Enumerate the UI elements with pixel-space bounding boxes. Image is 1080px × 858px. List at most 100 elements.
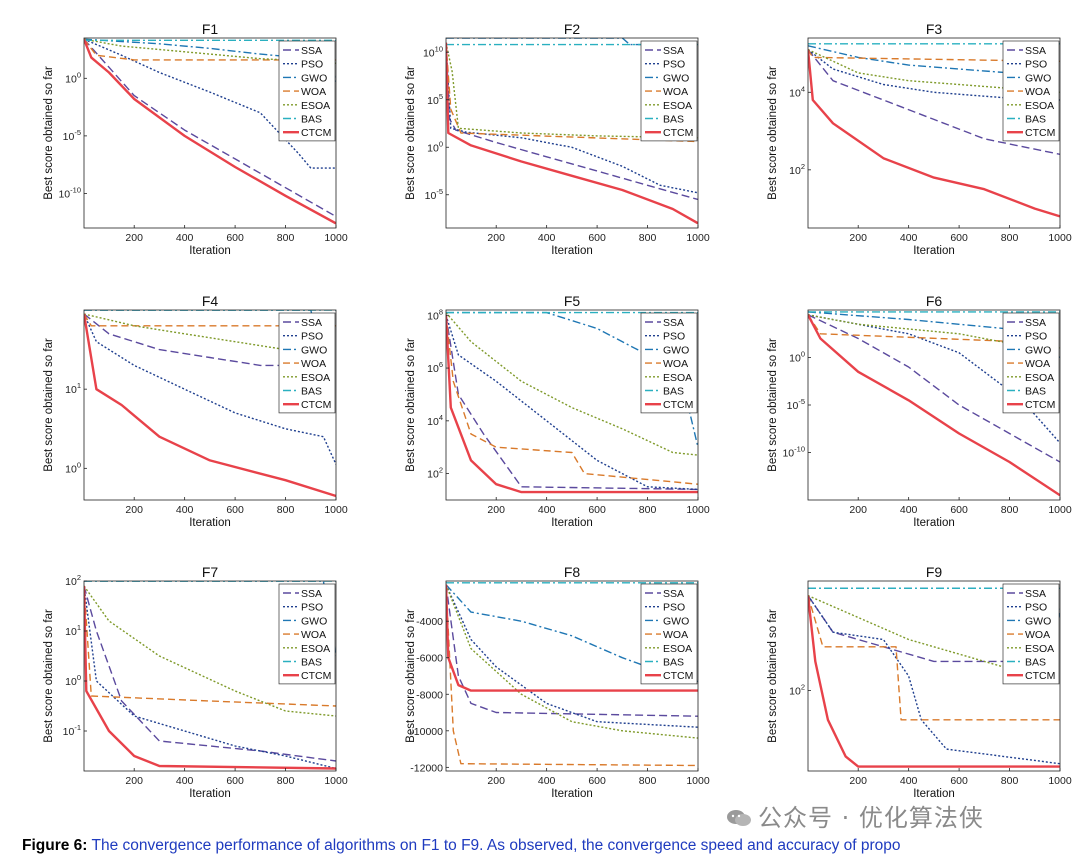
legend-label-pso: PSO [1025, 331, 1047, 343]
x-tick-label: 1000 [686, 232, 710, 244]
y-tick-label: 10-1 [63, 723, 81, 738]
chart-f1: F1 200 400 600 800 1000 100 10-5 10-10 Iteration B… [43, 21, 348, 257]
legend-label-ctcm: CTCM [301, 670, 331, 682]
legend-label-woa: WOA [663, 358, 688, 370]
y-tick-label: 105 [427, 92, 443, 107]
y-tick-label: 102 [789, 162, 805, 177]
x-axis-label: Iteration [189, 245, 231, 257]
legend-label-woa: WOA [1025, 86, 1050, 98]
series-line-pso [446, 315, 698, 491]
legend-label-bas: BAS [663, 114, 684, 126]
y-tick-label: 10-10 [58, 185, 81, 200]
y-tick-label: 108 [427, 307, 443, 322]
x-tick-label: 1000 [324, 232, 348, 244]
legend-label-woa: WOA [1025, 358, 1050, 370]
legend-label-woa: WOA [301, 86, 326, 98]
chart-f6: F6 200 400 600 800 1000 100 10-5 10-10 Iteration B… [767, 293, 1072, 529]
x-tick-label: 800 [277, 232, 295, 244]
x-axis-label: Iteration [551, 245, 593, 257]
series-line-woa [808, 595, 1060, 721]
y-tick-label: 100 [789, 350, 805, 365]
watermark: 公众号 · 优化算法侠 [726, 798, 984, 833]
y-tick-label: 102 [427, 466, 443, 481]
series-line-ssa [446, 315, 698, 491]
series-line-ctcm [84, 313, 336, 498]
chart-title: F2 [564, 21, 581, 37]
legend-label-ssa: SSA [663, 588, 684, 600]
legend-label-ctcm: CTCM [1025, 670, 1055, 682]
x-tick-label: 800 [277, 775, 295, 787]
y-tick-label: 10-5 [787, 397, 805, 412]
legend-label-woa: WOA [663, 629, 688, 641]
legend-label-gwo: GWO [663, 615, 689, 627]
series-line-ctcm [808, 49, 1060, 218]
legend-label-ssa: SSA [301, 317, 322, 329]
chart-title: F3 [926, 21, 943, 37]
legend-label-pso: PSO [301, 331, 323, 343]
series-line-ssa [446, 584, 698, 717]
x-tick-label: 200 [125, 775, 143, 787]
legend-label-bas: BAS [663, 657, 684, 669]
chart-title: F9 [926, 564, 943, 580]
legend-label-gwo: GWO [663, 72, 689, 84]
y-tick-label: -6000 [416, 653, 443, 665]
legend-label-ssa: SSA [663, 317, 684, 329]
legend-label-bas: BAS [1025, 114, 1046, 126]
legend-label-bas: BAS [301, 657, 322, 669]
x-tick-label: 600 [226, 775, 244, 787]
x-tick-label: 200 [849, 232, 867, 244]
y-tick-label: 102 [65, 573, 81, 588]
x-tick-label: 600 [226, 232, 244, 244]
legend-label-gwo: GWO [1025, 615, 1051, 627]
series-line-ssa [84, 313, 336, 367]
x-tick-label: 400 [900, 504, 918, 516]
legend-label-bas: BAS [663, 386, 684, 398]
x-tick-label: 600 [226, 504, 244, 516]
legend-label-ctcm: CTCM [1025, 399, 1055, 411]
legend-label-ctcm: CTCM [1025, 127, 1055, 139]
x-tick-label: 400 [538, 504, 556, 516]
legend-label-ctcm: CTCM [663, 670, 693, 682]
y-axis-label: Best score obtained so far [43, 66, 55, 200]
y-tick-label: 10-5 [63, 128, 81, 143]
x-tick-label: 600 [588, 232, 606, 244]
series-line-pso [84, 313, 336, 465]
x-tick-label: 1000 [1048, 775, 1072, 787]
y-tick-label: 1010 [423, 44, 443, 59]
legend-label-ssa: SSA [301, 45, 322, 57]
series-line-ctcm [84, 585, 336, 770]
chart-f3: F3 200 400 600 800 1000 104 102 Iteration Best sc… [767, 21, 1072, 257]
x-tick-label: 200 [849, 775, 867, 787]
y-tick-label: -10000 [410, 726, 443, 738]
x-tick-label: 600 [950, 232, 968, 244]
x-tick-label: 1000 [324, 504, 348, 516]
series-line-ctcm [446, 584, 698, 692]
legend-label-bas: BAS [1025, 386, 1046, 398]
x-axis-label: Iteration [189, 788, 231, 800]
chart-f8: F8 200 400 600 800 1000 -4000 -6000 -8000 -10000 -… [405, 564, 710, 800]
chart-title: F5 [564, 293, 581, 309]
x-tick-label: 1000 [686, 775, 710, 787]
x-tick-label: 600 [588, 775, 606, 787]
legend-label-pso: PSO [1025, 59, 1047, 71]
series-line-pso [446, 42, 698, 194]
plot-frame [445, 580, 699, 772]
x-tick-label: 1000 [324, 775, 348, 787]
plot-frame [83, 580, 337, 772]
chart-title: F6 [926, 293, 943, 309]
legend-label-woa: WOA [301, 358, 326, 370]
series-line-esoa [446, 584, 698, 739]
chart-title: F4 [202, 293, 219, 309]
series-line-ssa [808, 49, 1060, 155]
y-tick-label: 104 [427, 413, 443, 428]
series-group [446, 582, 698, 767]
chart-f9: F9 200 400 600 800 1000 102 Iteration Best score… [767, 564, 1072, 800]
legend-label-esoa: ESOA [663, 643, 692, 655]
plot-frame [807, 37, 1061, 229]
x-tick-label: 800 [1001, 232, 1019, 244]
chart-f5: F5 200 400 600 800 1000 108 106 104 102 Iteration B… [405, 293, 710, 529]
